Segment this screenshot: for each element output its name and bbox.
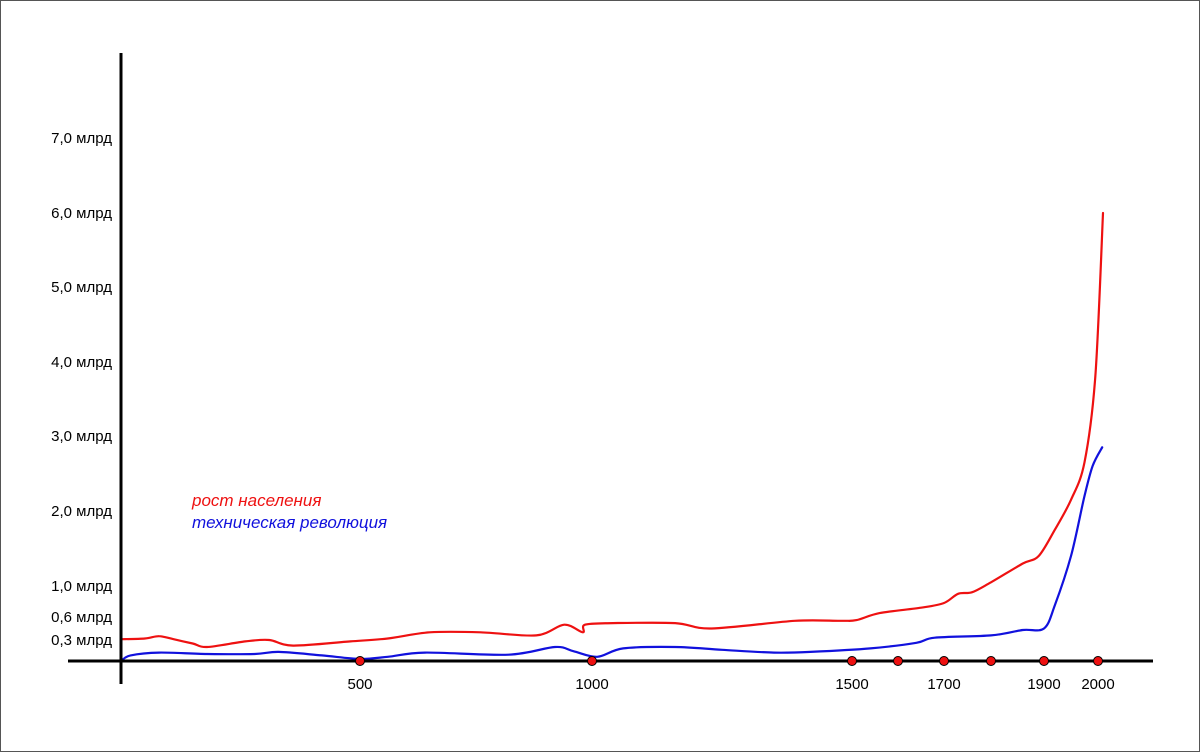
x-tick-label: 500 bbox=[347, 676, 372, 693]
year-marker bbox=[1093, 656, 1103, 666]
y-tick-label: 4,0 млрд bbox=[51, 354, 112, 371]
year-marker bbox=[986, 656, 996, 666]
y-tick-label: 0,3 млрд bbox=[51, 632, 112, 649]
x-tick-label: 2000 bbox=[1081, 676, 1114, 693]
legend-entry-technology: техническая революция bbox=[192, 513, 387, 532]
y-tick-label: 0,6 млрд bbox=[51, 609, 112, 626]
y-tick-label: 1,0 млрд bbox=[51, 578, 112, 595]
series-line-technology bbox=[119, 446, 1104, 663]
year-marker bbox=[939, 656, 949, 666]
x-tick-label: 1000 bbox=[575, 676, 608, 693]
legend-entry-population: рост населения bbox=[191, 491, 321, 510]
legend: рост населения техническая революция bbox=[191, 491, 387, 532]
x-tick-label: 1900 bbox=[1027, 676, 1060, 693]
x-tick-label: 1500 bbox=[835, 676, 868, 693]
series-layer bbox=[119, 211, 1105, 663]
series-line-population bbox=[119, 211, 1105, 649]
y-tick-label: 7,0 млрд bbox=[51, 130, 112, 147]
year-markers bbox=[355, 656, 1103, 666]
x-tick-label: 1700 bbox=[927, 676, 960, 693]
year-marker bbox=[1039, 656, 1049, 666]
x-axis-ticks: 500 1000 1500 1700 1900 2000 bbox=[347, 676, 1114, 693]
y-tick-label: 2,0 млрд bbox=[51, 503, 112, 520]
year-marker bbox=[587, 656, 597, 666]
y-axis-ticks: 0,3 млрд 0,6 млрд 1,0 млрд 2,0 млрд 3,0 млрд… bbox=[51, 130, 112, 649]
y-tick-label: 3,0 млрд bbox=[51, 428, 112, 445]
y-tick-label: 5,0 млрд bbox=[51, 279, 112, 296]
year-marker bbox=[355, 656, 365, 666]
year-marker bbox=[893, 656, 903, 666]
y-tick-label: 6,0 млрд bbox=[51, 205, 112, 222]
year-marker bbox=[847, 656, 857, 666]
